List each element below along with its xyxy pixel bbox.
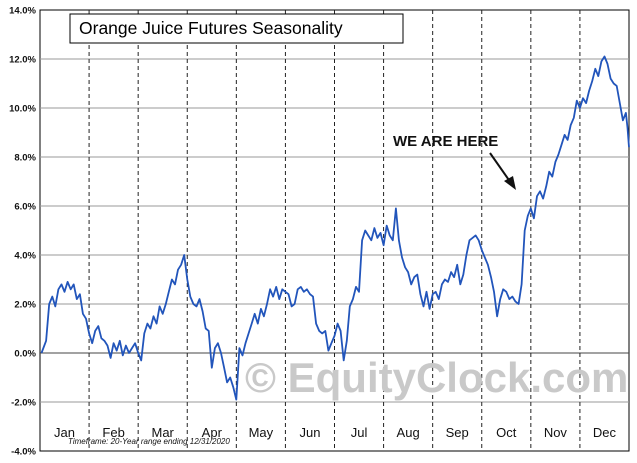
y-tick-label: -4.0% <box>11 447 36 458</box>
month-label: Mar <box>152 425 175 440</box>
watermark: © EquityClock.com <box>245 354 628 401</box>
month-label: Aug <box>397 425 420 440</box>
timeframe-footnote: Timeframe: 20-Year range ending 12/31/20… <box>68 437 230 446</box>
y-tick-label: 4.0% <box>14 251 36 262</box>
we-are-here-annotation: WE ARE HERE <box>393 133 516 190</box>
annotation-arrow-shaft <box>489 152 512 184</box>
month-dividers <box>88 10 581 451</box>
y-tick-label: 2.0% <box>14 300 36 311</box>
chart-title: Orange Juice Futures Seasonality <box>79 18 343 38</box>
month-label: Jan <box>54 425 75 440</box>
seasonal-trend-line <box>40 55 630 401</box>
y-axis-tick-labels: 14.0% 12.0% 10.0% 8.0% 6.0% 4.0% 2.0% 0.0% -2.0%… <box>9 6 36 458</box>
month-label: Jun <box>299 425 320 440</box>
y-tick-label: 14.0% <box>9 6 36 17</box>
annotation-arrow-head <box>504 176 516 190</box>
month-label: Jul <box>351 425 368 440</box>
month-label: Dec <box>593 425 617 440</box>
y-tick-label: 6.0% <box>14 202 36 213</box>
y-tick-label: 12.0% <box>9 55 36 66</box>
month-label: Nov <box>544 425 568 440</box>
y-tick-label: -2.0% <box>11 398 36 409</box>
month-label: Apr <box>202 425 223 440</box>
x-axis-month-labels: Jan Feb Mar Apr May Jun Jul Aug Sep Oct Nov Dec <box>54 425 616 440</box>
title-box: Orange Juice Futures Seasonality <box>69 13 404 44</box>
y-tick-label: 8.0% <box>14 153 36 164</box>
month-label: Oct <box>496 425 517 440</box>
title-frame <box>69 13 404 44</box>
month-label: Sep <box>446 425 469 440</box>
y-tick-label: 0.0% <box>14 349 36 360</box>
watermark-text: © EquityClock.com <box>245 354 628 401</box>
month-label: May <box>249 425 274 440</box>
month-label: Feb <box>102 425 124 440</box>
y-tick-label: 10.0% <box>9 104 36 115</box>
annotation-text: WE ARE HERE <box>393 133 498 150</box>
